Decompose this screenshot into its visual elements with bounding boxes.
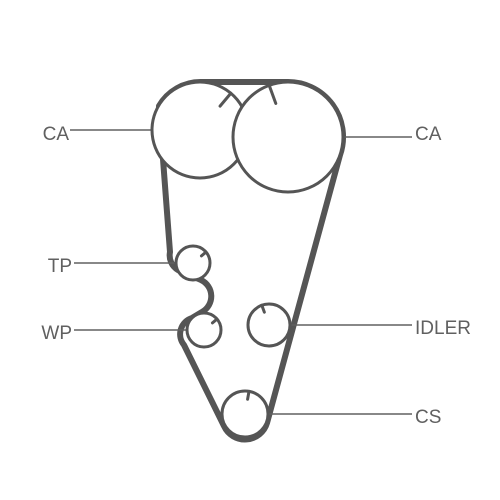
ca-right-label: CA (415, 124, 442, 145)
timing-belt-diagram: CA CA TP WP IDLER CS (0, 0, 500, 500)
pulley-mark-cs (248, 391, 249, 399)
pulley-idler (248, 304, 290, 346)
tp-label: TP (48, 256, 72, 277)
pulley-ca-right (233, 82, 343, 192)
cs-label: CS (415, 407, 441, 428)
pulley-tp (176, 246, 210, 280)
pulley-cs (222, 391, 268, 437)
idler-label: IDLER (415, 318, 471, 339)
wp-label: WP (41, 323, 72, 344)
ca-left-label: CA (43, 124, 70, 145)
pulley-wp (187, 313, 221, 347)
